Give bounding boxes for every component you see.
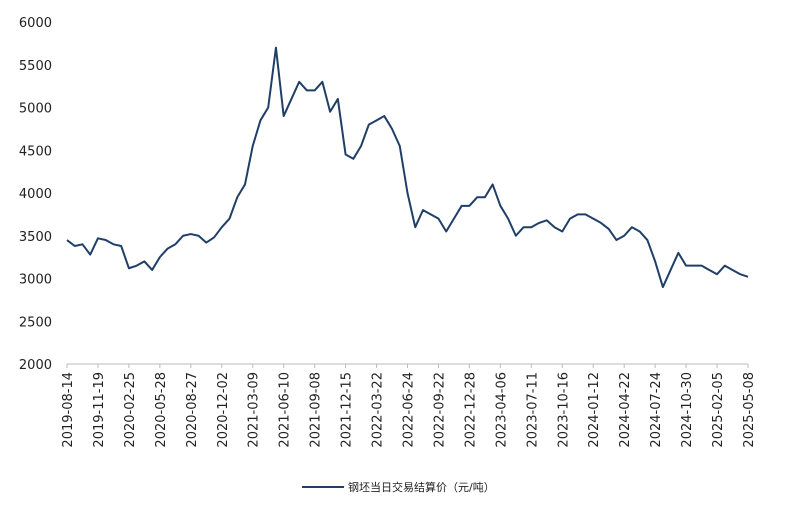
x-tick-label: 2023-10-16 bbox=[556, 372, 571, 448]
x-tick-label: 2022-09-22 bbox=[432, 372, 447, 448]
x-tick-label: 2020-05-28 bbox=[154, 372, 169, 448]
x-tick-label: 2021-12-15 bbox=[340, 372, 355, 448]
x-tick-label: 2022-03-22 bbox=[371, 372, 386, 448]
series-line bbox=[66, 46, 749, 289]
y-tick-label: 5000 bbox=[19, 102, 52, 117]
y-tick-label: 3500 bbox=[19, 230, 52, 245]
x-tick-label: 2020-08-27 bbox=[185, 372, 200, 448]
x-tick-label: 2025-05-08 bbox=[742, 372, 757, 448]
x-tick-label: 2024-01-12 bbox=[587, 372, 602, 448]
x-tick-label: 2022-06-24 bbox=[402, 372, 417, 448]
x-tick-label: 2022-12-28 bbox=[463, 372, 478, 448]
x-tick-label: 2019-11-19 bbox=[92, 372, 107, 448]
y-tick-label: 2500 bbox=[19, 315, 52, 330]
legend-label: 钢坯当日交易结算价（元/吨） bbox=[348, 480, 495, 494]
y-tick-label: 2000 bbox=[19, 358, 52, 373]
x-tick-label: 2021-06-10 bbox=[278, 372, 293, 448]
x-tick-label: 2021-09-08 bbox=[309, 372, 324, 448]
x-tick-label: 2024-04-22 bbox=[618, 372, 633, 448]
x-tick-label: 2020-12-02 bbox=[216, 372, 231, 448]
x-tick-label: 2024-07-24 bbox=[649, 372, 664, 448]
y-tick-label: 3000 bbox=[19, 273, 52, 288]
x-tick-label: 2023-04-06 bbox=[494, 372, 509, 448]
x-tick-label: 2021-03-09 bbox=[247, 372, 262, 448]
x-tick-label: 2023-07-11 bbox=[525, 372, 540, 448]
x-tick-label: 2025-02-05 bbox=[711, 372, 726, 448]
y-tick-label: 5500 bbox=[19, 59, 52, 74]
y-tick-label: 4500 bbox=[19, 144, 52, 159]
x-tick-label: 2024-10-30 bbox=[680, 372, 695, 448]
x-tick-label: 2020-02-25 bbox=[123, 372, 138, 448]
y-tick-label: 6000 bbox=[19, 16, 52, 31]
x-tick-label: 2019-08-14 bbox=[61, 372, 76, 448]
y-tick-label: 4000 bbox=[19, 187, 52, 202]
